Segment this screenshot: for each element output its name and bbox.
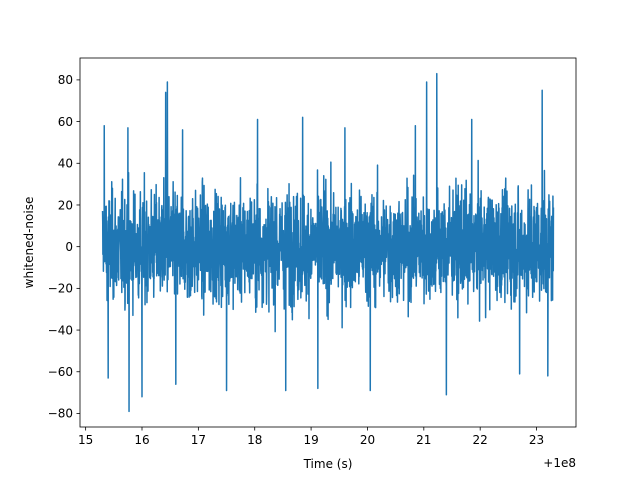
y-tick-label: −60 (48, 365, 73, 379)
x-tick-label: 20 (360, 433, 375, 447)
y-tick-label: −20 (48, 282, 73, 296)
x-tick-label: 19 (303, 433, 318, 447)
x-tick-label: 16 (134, 433, 149, 447)
y-tick-label: 80 (58, 73, 73, 87)
y-tick-label: −40 (48, 323, 73, 337)
x-tick-label: 21 (416, 433, 431, 447)
x-axis-ticks: 15 16 17 18 19 20 21 22 23 (78, 427, 544, 447)
y-tick-label: 40 (58, 157, 73, 171)
x-tick-label: 18 (247, 433, 262, 447)
x-axis-offset-label: +1e8 (543, 456, 576, 470)
y-tick-label: 60 (58, 115, 73, 129)
y-tick-label: −80 (48, 407, 73, 421)
x-tick-label: 15 (78, 433, 93, 447)
y-tick-label: 0 (65, 240, 73, 254)
x-tick-label: 17 (191, 433, 206, 447)
x-tick-label: 23 (529, 433, 544, 447)
whitened-noise-line (101, 72, 555, 413)
plot-frame (79, 57, 577, 428)
y-axis-label: whitened-noise (22, 197, 36, 289)
y-tick-label: 20 (58, 198, 73, 212)
x-axis-label: Time (s) (303, 457, 353, 471)
y-axis-ticks: −80 −60 −40 −20 0 20 40 60 80 (48, 73, 80, 421)
series-layer (101, 72, 555, 413)
x-tick-label: 22 (473, 433, 488, 447)
